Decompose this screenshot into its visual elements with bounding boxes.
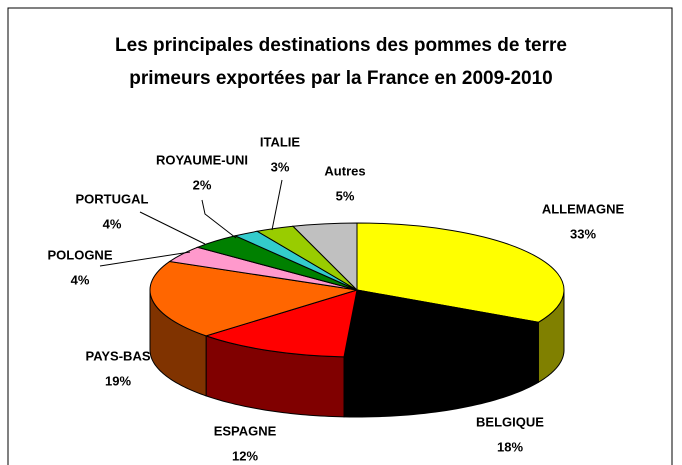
data-label-name: ESPAGNE (214, 423, 277, 438)
chart-title: Les principales destinations des pommes … (115, 35, 567, 56)
data-label-value: 18% (497, 439, 523, 454)
data-label-name: ALLEMAGNE (542, 201, 625, 216)
data-label-name: Autres (324, 163, 365, 178)
slice (291, 222, 358, 292)
chart-frame (7, 7, 673, 465)
slice (356, 222, 565, 323)
data-label-name: POLOGNE (47, 247, 112, 262)
slice (343, 289, 540, 358)
data-label-name: PAYS-BAS (85, 348, 150, 363)
data-label-value: 4% (103, 216, 122, 231)
leader-line (99, 251, 191, 267)
data-label-name: ITALIE (260, 134, 301, 149)
data-label-value: 33% (570, 226, 596, 241)
data-label-value: 5% (336, 188, 355, 203)
data-label-name: ROYAUME-UNI (156, 152, 248, 167)
data-label-value: 3% (271, 159, 290, 174)
leader-line (271, 179, 283, 231)
data-label-value: 2% (193, 177, 212, 192)
leader-line (139, 211, 206, 245)
data-label-name: PORTUGAL (76, 191, 149, 206)
chart-title: primeurs exportées par la France en 2009… (129, 68, 553, 89)
data-label-value: 12% (232, 448, 258, 463)
data-label-value: 4% (71, 272, 90, 287)
leader-line (201, 199, 237, 239)
data-label-value: 19% (105, 373, 131, 388)
data-label-name: BELGIQUE (476, 414, 544, 429)
slice (149, 260, 358, 337)
slice (204, 289, 358, 358)
